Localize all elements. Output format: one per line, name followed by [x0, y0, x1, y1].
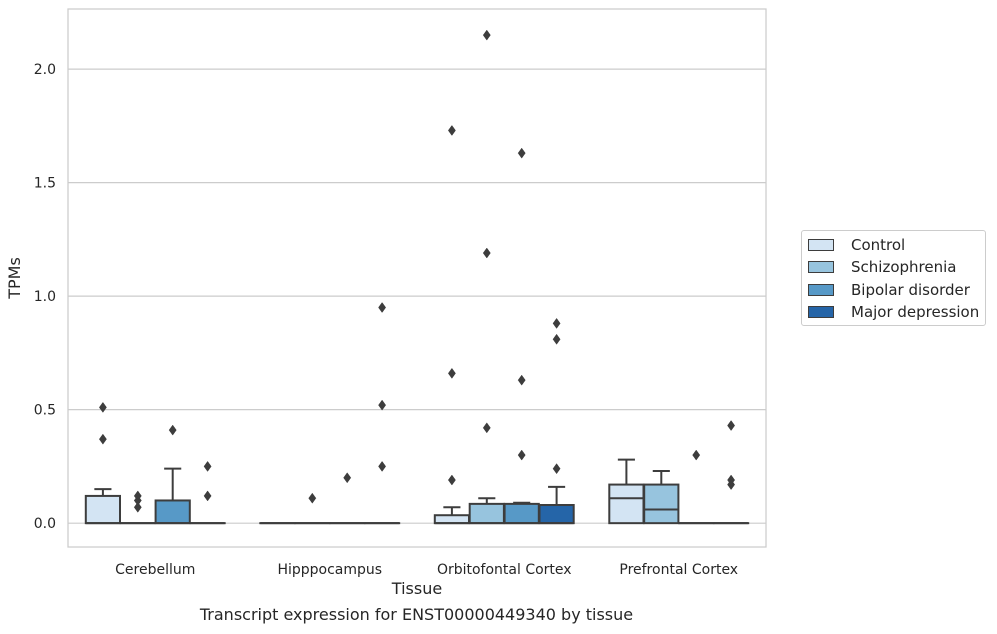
- outlier-point: [517, 374, 526, 386]
- outlier-point: [447, 125, 456, 136]
- outlier-point: [203, 490, 212, 502]
- outlier-point: [727, 474, 736, 486]
- box-series: [84, 29, 750, 525]
- outlier-point: [727, 420, 736, 431]
- y-tick-label: 1.5: [34, 176, 56, 192]
- box: [154, 499, 191, 525]
- legend-swatch: [808, 261, 834, 273]
- outlier-point: [133, 490, 142, 502]
- plot-frame: [67, 8, 767, 548]
- box-group: [538, 317, 575, 525]
- box-group: [363, 302, 401, 525]
- outlier-point: [692, 449, 701, 461]
- box: [84, 494, 122, 525]
- outlier-point: [378, 460, 387, 472]
- outlier-point: [308, 492, 317, 504]
- legend-label: Bipolar disorder: [851, 281, 970, 299]
- x-tick-label: Hipppocampus: [277, 562, 382, 578]
- outlier-point: [378, 399, 387, 411]
- box: [468, 502, 505, 525]
- box-group: [503, 147, 540, 525]
- outlier-point: [98, 401, 107, 413]
- x-tick-label: Prefrontal Cortex: [619, 562, 738, 578]
- outlier-point: [447, 367, 456, 379]
- box: [538, 504, 575, 525]
- outlier-point: [343, 472, 352, 484]
- legend-label: Schizophrenia: [851, 258, 957, 276]
- box-group: [294, 492, 331, 525]
- box-group: [468, 29, 505, 525]
- legend-item-schizophrenia: Schizophrenia: [808, 258, 956, 276]
- box-group: [712, 420, 750, 525]
- x-axis-label: Tissue: [391, 579, 442, 598]
- outlier-point: [378, 302, 387, 313]
- box: [433, 514, 471, 525]
- chart-caption: Transcript expression for ENST0000044934…: [199, 605, 634, 624]
- legend-item-control: Control: [808, 236, 905, 254]
- box-group: [433, 125, 471, 525]
- outlier-point: [552, 333, 561, 345]
- box-group: [154, 424, 191, 525]
- y-tick-label: 2.0: [34, 62, 56, 78]
- outlier-point: [517, 147, 526, 159]
- legend-swatch: [808, 239, 834, 251]
- legend-label: Control: [851, 236, 906, 254]
- axis-ticks: 0.0 0.5 1.0 1.5 2.0 Cerebellum Hipppocampus Orb…: [34, 62, 738, 578]
- outlier-point: [203, 460, 212, 472]
- y-tick-label: 0.0: [34, 516, 56, 532]
- box-group: [329, 472, 366, 525]
- outlier-point: [552, 463, 561, 475]
- outlier-point: [447, 474, 456, 486]
- x-tick-label: Orbitofontal Cortex: [437, 562, 572, 578]
- box-group: [119, 490, 156, 525]
- outlier-point: [98, 433, 107, 445]
- outlier-point: [482, 29, 491, 41]
- box: [643, 483, 680, 525]
- outlier-point: [482, 247, 491, 259]
- box-group: [678, 449, 715, 525]
- box: [503, 502, 540, 525]
- y-axis-label: TPMs: [5, 257, 24, 300]
- outlier-point: [133, 501, 142, 513]
- outlier-point: [552, 317, 561, 329]
- box-group: [643, 469, 680, 525]
- x-tick-label: Cerebellum: [115, 562, 195, 578]
- legend-item-bipolar-disorder: Bipolar disorder: [808, 281, 970, 299]
- gridlines: [68, 68, 766, 524]
- box-group: [608, 458, 645, 525]
- outlier-point: [517, 449, 526, 461]
- box-group: [189, 460, 226, 525]
- box: [608, 483, 645, 525]
- legend-swatch: [808, 284, 834, 296]
- outlier-point: [168, 424, 177, 436]
- legend-item-major-depression: Major depression: [808, 303, 979, 321]
- legend: Control Schizophrenia Bipolar disorder M…: [801, 230, 986, 326]
- legend-swatch: [808, 306, 834, 318]
- y-tick-label: 0.5: [34, 403, 56, 419]
- y-tick-label: 1.0: [34, 289, 56, 305]
- outlier-point: [482, 422, 491, 434]
- box-group: [84, 401, 122, 525]
- legend-label: Major depression: [851, 303, 980, 321]
